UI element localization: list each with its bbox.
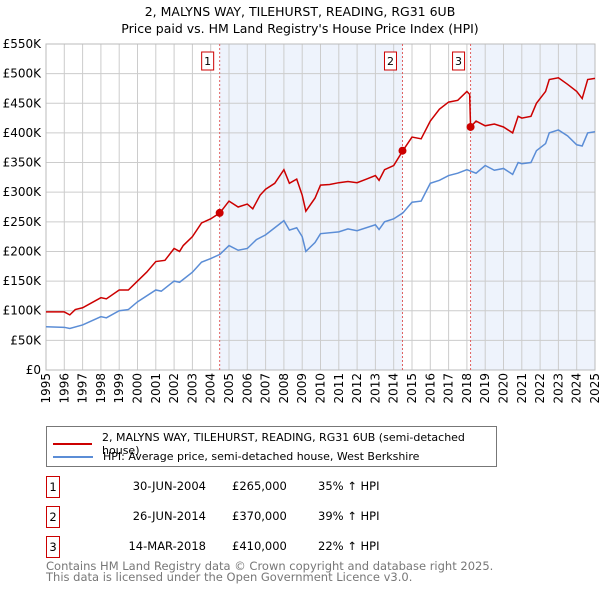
x-tick-label: 2015 [405, 373, 419, 404]
chart-subtitle: Price paid vs. HM Land Registry's House … [121, 21, 479, 36]
x-tick-label: 2010 [314, 373, 328, 404]
x-tick-label: 2012 [350, 373, 364, 404]
sale-marker-box [201, 51, 215, 71]
x-tick-label: 2018 [460, 373, 474, 404]
footer-licence: This data is licensed under the Open Gov… [46, 570, 413, 584]
sale-point [398, 146, 407, 155]
x-tick-label: 2001 [149, 373, 163, 404]
y-tick-label: £500K [3, 67, 43, 81]
y-tick-label: £50K [10, 333, 42, 347]
legend-swatch-property [53, 443, 93, 445]
x-tick-label: 2000 [131, 373, 145, 404]
y-tick-label: £300K [3, 185, 43, 199]
y-tick-label: £250K [3, 215, 43, 229]
x-tick-label: 2017 [442, 373, 456, 404]
x-tick-label: 2021 [515, 373, 529, 404]
x-tick-label: 2004 [204, 373, 218, 404]
legend-label-property: 2, MALYNS WAY, TILEHURST, READING, RG31 … [102, 431, 465, 457]
x-tick-label: 2019 [478, 373, 492, 404]
x-tick-label: 1996 [57, 373, 71, 404]
x-tick-label: 2023 [551, 373, 565, 404]
y-tick-label: £200K [3, 244, 43, 258]
sale-marker-label: 2 [387, 55, 394, 68]
x-tick-label: 2002 [167, 373, 181, 404]
x-tick-label: 2014 [387, 373, 401, 404]
sale-marker-label: 1 [204, 55, 211, 68]
footer-copyright: Contains HM Land Registry data © Crown c… [46, 559, 494, 573]
x-tick-label: 2005 [222, 373, 236, 404]
x-tick-label: 2007 [259, 373, 273, 404]
y-tick-label: £550K [3, 37, 43, 51]
sale-marker-badge: 2 [46, 506, 60, 528]
sale-marker-box [452, 51, 466, 71]
x-tick-label: 2025 [588, 373, 600, 404]
legend-label-hpi: HPI: Average price, semi-detached house,… [103, 450, 420, 463]
y-tick-label: £450K [3, 96, 43, 110]
sale-marker-badge: 1 [46, 476, 60, 498]
sale-hpi-diff: 35% ↑ HPI [318, 479, 380, 493]
sale-row: 1 30-JUN-2004 £265,000 35% ↑ HPI [46, 476, 446, 498]
y-tick-label: £100K [3, 304, 43, 318]
chart-title: 2, MALYNS WAY, TILEHURST, READING, RG31 … [144, 4, 456, 19]
sale-hpi-diff: 22% ↑ HPI [318, 539, 380, 553]
x-tick-label: 2022 [533, 373, 547, 404]
x-tick-label: 1997 [76, 373, 90, 404]
y-tick-label: £150K [3, 274, 43, 288]
x-tick-label: 2003 [185, 373, 199, 404]
x-tick-label: 1995 [39, 373, 53, 404]
x-tick-label: 1998 [94, 373, 108, 404]
x-tick-label: 2009 [295, 373, 309, 404]
sale-row: 3 14-MAR-2018 £410,000 22% ↑ HPI [46, 536, 446, 558]
hpi-line [45, 129, 596, 330]
price-chart: £0 £50K £100K £150K £200K £250K £300K £350K £400… [3, 37, 600, 404]
sale-marker-label: 3 [455, 55, 462, 68]
legend-swatch-hpi [53, 455, 93, 458]
sale-date: 26-JUN-2014 [132, 509, 206, 523]
sale-price: £265,000 [232, 479, 287, 493]
sale-point [466, 122, 475, 131]
y-tick-label: £400K [3, 126, 43, 140]
x-tick-label: 2024 [570, 373, 584, 404]
property-line [46, 76, 596, 316]
sale-hpi-diff: 39% ↑ HPI [318, 509, 380, 523]
x-tick-label: 2013 [368, 373, 382, 404]
sale-date: 30-JUN-2004 [132, 479, 206, 493]
sale-price: £410,000 [232, 539, 287, 553]
sale-price: £370,000 [232, 509, 287, 523]
legend: 2, MALYNS WAY, TILEHURST, READING, RG31 … [46, 426, 497, 467]
x-tick-label: 2011 [332, 373, 346, 404]
y-tick-label: £0 [26, 363, 41, 377]
sale-date: 14-MAR-2018 [128, 539, 206, 553]
x-tick-label: 1999 [112, 373, 126, 404]
y-tick-label: £350K [3, 156, 43, 170]
plot-frame [45, 43, 596, 371]
sale-row: 2 26-JUN-2014 £370,000 39% ↑ HPI [46, 506, 446, 528]
x-tick-label: 2020 [497, 373, 511, 404]
sale-marker-box [383, 51, 397, 71]
sale-point [215, 208, 224, 217]
x-tick-label: 2008 [277, 373, 291, 404]
x-tick-label: 2006 [240, 373, 254, 404]
shade-region [470, 44, 595, 370]
sale-marker-badge: 3 [46, 536, 60, 558]
x-tick-label: 2016 [423, 373, 437, 404]
